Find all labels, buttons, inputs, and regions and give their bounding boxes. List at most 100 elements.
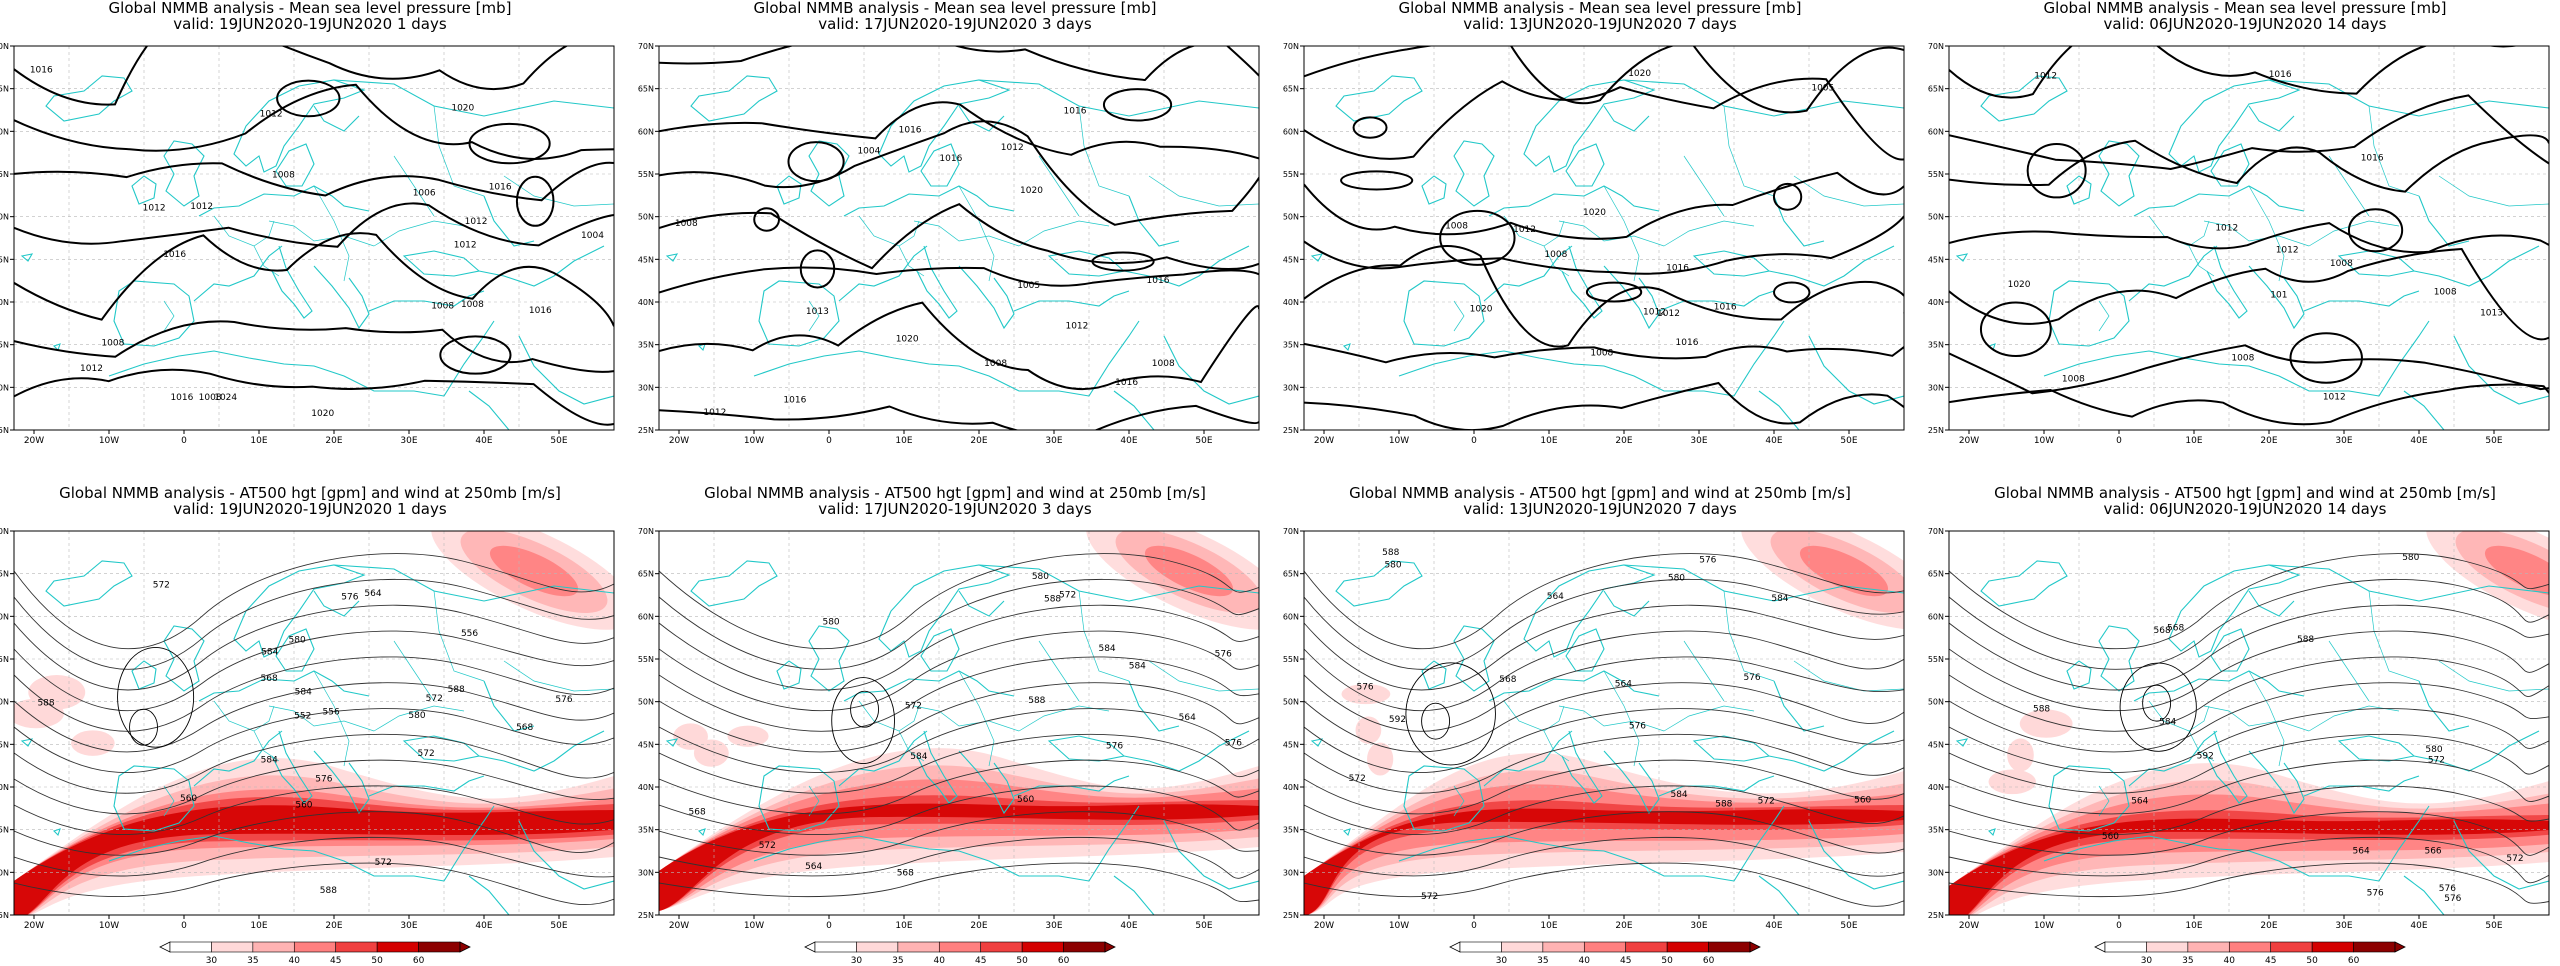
contour-label: 1008	[2062, 375, 2085, 385]
contour-label: 556	[461, 629, 478, 639]
contour-label: 564	[1615, 679, 1632, 689]
coastline	[1088, 805, 1140, 882]
coastline	[690, 75, 778, 122]
contour-line	[14, 656, 614, 732]
lat-tick-label: 50N	[1928, 698, 1944, 707]
coastline	[1980, 75, 2068, 122]
contour-line	[1949, 578, 2549, 670]
contour-label: 588	[2033, 704, 2050, 714]
country-border	[163, 785, 175, 817]
coastline	[753, 350, 1090, 397]
colorbar-swatch	[2311, 941, 2354, 953]
panel-valid-date: valid: 17JUN2020-19JUN2020 3 days	[818, 500, 1092, 518]
wind-speed-shading	[489, 545, 579, 597]
country-border	[808, 785, 820, 817]
lat-tick-label: 30N	[1283, 383, 1299, 392]
country-border	[913, 705, 1020, 732]
colorbar-swatch	[980, 941, 1023, 953]
country-border	[1603, 185, 1640, 282]
lon-tick-label: 50E	[1195, 436, 1212, 446]
map-frame	[13, 530, 615, 916]
contour-label: 1020	[1583, 208, 1606, 218]
panel-title: Global NMMB analysis - Mean sea level pr…	[2043, 0, 2447, 17]
contour-label: 568	[897, 868, 914, 878]
lat-tick-label: 45N	[638, 740, 654, 749]
colorbar-swatch	[252, 941, 295, 953]
lon-tick-label: 0	[181, 921, 187, 931]
lat-tick-label: 60N	[0, 127, 9, 136]
country-border	[1038, 640, 1080, 702]
contour-line	[14, 811, 614, 856]
lat-tick-label: 50N	[1928, 213, 1944, 222]
lat-tick-label: 55N	[0, 170, 9, 179]
lat-tick-label: 70N	[0, 42, 9, 51]
panel-title: Global NMMB analysis - Mean sea level pr…	[1398, 0, 1802, 17]
lon-tick-label: 40E	[1765, 436, 1782, 446]
wind-speed-shading	[1949, 818, 2549, 915]
contour-label: 1008	[199, 393, 222, 403]
map-frame	[1303, 45, 1905, 431]
colorbar-end	[1449, 941, 1461, 953]
lat-tick-label: 30N	[638, 383, 654, 392]
contour-label: 560	[1017, 795, 1034, 805]
coastline	[1342, 343, 1351, 352]
coastline	[1013, 290, 1130, 312]
coastline	[1733, 320, 1785, 397]
contour-label: 1012	[2034, 71, 2057, 81]
lon-tick-label: 10W	[2034, 436, 2054, 446]
contour-label: 1012	[1001, 143, 1024, 153]
colorbar-swatch	[335, 941, 378, 953]
colorbar-swatch	[1021, 941, 1064, 953]
coastline	[958, 750, 1015, 815]
panel-valid-date: valid: 13JUN2020-19JUN2020 7 days	[1463, 15, 1737, 33]
coastline	[1955, 738, 1969, 747]
coastline	[1773, 195, 1825, 247]
colorbar-tick-label: 50	[371, 956, 383, 966]
contour-line	[1304, 630, 1904, 711]
contour-label: 588	[1028, 696, 1045, 706]
lon-tick-label: 20W	[669, 921, 689, 931]
wind-speed-shading	[2484, 545, 2549, 597]
colorbar-tick-label: 50	[2306, 956, 2318, 966]
coastline	[2128, 245, 2218, 302]
lon-tick-label: 10E	[1540, 921, 1557, 931]
wind-speed-shading	[2007, 738, 2034, 772]
map-panel: Global NMMB analysis - AT500 hgt [gpm] a…	[1928, 485, 2555, 966]
country-border	[1683, 155, 1725, 217]
coastline	[916, 245, 958, 319]
contour-line	[659, 630, 1259, 712]
coastline	[1603, 590, 1650, 617]
wind-speed-shading	[659, 803, 1259, 911]
contour-line	[831, 677, 895, 765]
contour-label: 1020	[311, 409, 334, 419]
contour-label: 1020	[1628, 69, 1651, 79]
lat-tick-label: 50N	[0, 698, 9, 707]
contour-line	[1949, 836, 2549, 884]
coastline	[20, 738, 34, 747]
coastline	[2268, 79, 2549, 117]
contour-label: 1012	[190, 202, 213, 212]
coastline	[233, 564, 366, 658]
contour-line	[14, 785, 614, 835]
contour-line	[1304, 604, 1904, 691]
lon-tick-label: 10W	[99, 436, 119, 446]
coastline	[920, 143, 960, 187]
wind-speed-shading	[1988, 769, 2036, 795]
contour-label: 584	[261, 755, 278, 765]
contour-line	[659, 682, 1259, 753]
colorbar-swatch	[814, 941, 857, 953]
coastline	[52, 343, 61, 352]
coastline	[2206, 730, 2248, 804]
lon-tick-label: 50E	[2485, 921, 2502, 931]
country-border	[253, 730, 280, 762]
coastline	[193, 245, 283, 302]
contour-label: 1004	[581, 231, 604, 241]
contour-label: 564	[1179, 713, 1196, 723]
contour-label: 1016	[783, 396, 806, 406]
lat-tick-label: 30N	[0, 868, 9, 877]
coastline	[2206, 245, 2248, 319]
contour-label: 1005	[1811, 84, 1834, 94]
contour-label: 1013	[2480, 308, 2503, 318]
contour-line	[439, 335, 512, 375]
wind-speed-shading	[1144, 545, 1234, 597]
